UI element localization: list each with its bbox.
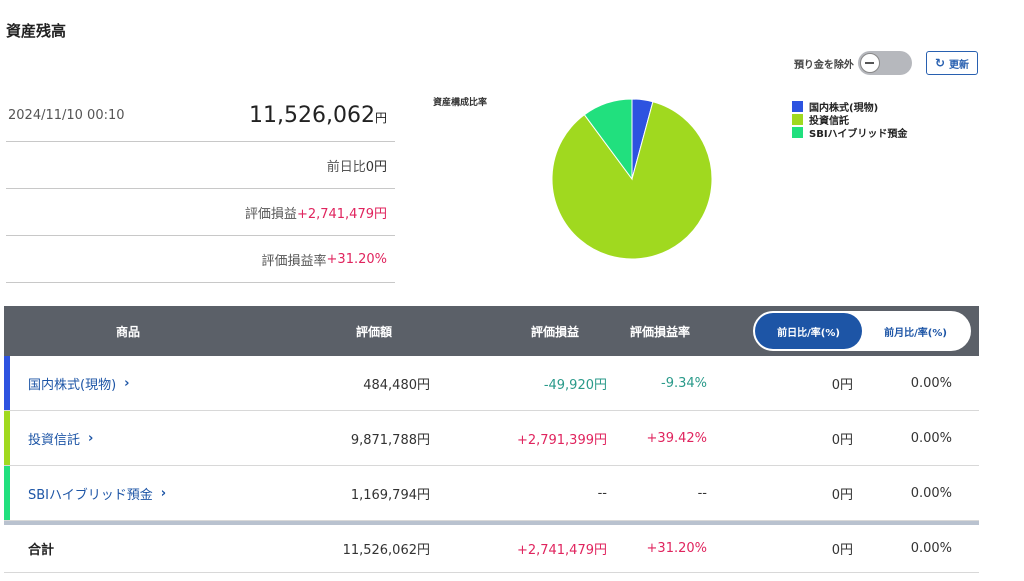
chevron-right-icon: › (124, 375, 130, 391)
row-name-link[interactable]: SBIハイブリッド預金 › (28, 466, 166, 520)
total-value-unit: 円 (374, 111, 387, 125)
legend-label: 投資信託 (809, 116, 849, 127)
chevron-right-icon: › (160, 485, 167, 501)
row-pl: -49,920円 (543, 377, 607, 393)
summary-label: 評価損益率 (261, 253, 327, 269)
row-change: 0円 (831, 487, 853, 503)
summary-row-daychange: 前日比 0円 (6, 142, 395, 189)
legend-item: SBIハイブリッド預金 (792, 126, 908, 140)
total-pl: +2,741,479円 (516, 543, 607, 558)
summary-row-pl: 評価損益 +2,741,479円 (6, 189, 395, 236)
pie-slice-1 (551, 101, 713, 260)
summary-total-value: 11,526,062円 (249, 103, 387, 128)
toggle-knob (859, 53, 880, 73)
summary-total-row: 2024/11/10 00:10 11,526,062円 (6, 90, 395, 142)
legend-item: 投資信託 (792, 113, 907, 127)
header-product: 商品 (116, 324, 141, 339)
legend-swatch (792, 101, 803, 112)
row-pl-rate: -9.34% (661, 375, 707, 391)
legend-swatch (792, 127, 803, 138)
tab-daily-change[interactable]: 前日比/率(%) (755, 313, 862, 349)
legend-label: 国内株式(現物) (809, 103, 879, 114)
row-value: 1,169,794円 (350, 487, 430, 503)
row-change: 0円 (831, 432, 853, 448)
legend-label: SBIハイブリッド預金 (809, 129, 908, 140)
table-row: 国内株式(現物) › 484,480円 -49,920円 -9.34% 0円 0.… (4, 356, 979, 411)
total-value: 11,526,062円 (342, 543, 430, 558)
summary-value: +2,741,479円 (296, 206, 387, 222)
pie-chart (548, 95, 716, 263)
summary-value: +31.20% (326, 251, 387, 267)
row-change-rate: 0.00% (910, 430, 952, 446)
table-row: SBIハイブリッド預金 › 1,169,794円 -- -- 0円 0.00% (4, 466, 979, 521)
pie-legend: 国内株式(現物) 投資信託 SBIハイブリッド預金 (792, 100, 908, 140)
row-pl-rate: -- (697, 485, 707, 501)
total-label: 合計 (28, 543, 55, 558)
row-color-bar (4, 356, 10, 410)
row-change-rate: 0.00% (910, 375, 952, 391)
row-value: 484,480円 (363, 377, 430, 393)
comparison-toggle: 前日比/率(%) 前月比/率(%) (753, 311, 971, 351)
summary-label: 評価損益 (244, 206, 297, 222)
holdings-table: 商品 評価額 評価損益 評価損益率 前日比/率(%) 前月比/率(%) 国内株式… (4, 306, 979, 573)
summary-label: 前日比 (326, 159, 366, 175)
summary-table: 2024/11/10 00:10 11,526,062円 前日比 0円 評価損益… (6, 90, 395, 283)
row-name: 投資信託 (28, 432, 81, 448)
row-change: 0円 (831, 377, 853, 393)
row-name-link[interactable]: 投資信託 › (28, 411, 93, 465)
row-value: 9,871,788円 (350, 432, 430, 448)
row-color-bar (4, 466, 10, 520)
row-name: 国内株式(現物) (28, 377, 117, 393)
row-pl-rate: +39.42% (646, 430, 707, 446)
total-value-number: 11,526,062 (249, 103, 375, 128)
table-header: 商品 評価額 評価損益 評価損益率 前日比/率(%) 前月比/率(%) (4, 306, 979, 356)
header-value: 評価額 (356, 324, 393, 339)
pie-chart-svg (551, 98, 713, 260)
pie-chart-title: 資産構成比率 (433, 98, 488, 108)
refresh-button[interactable]: ↻ 更新 (925, 51, 978, 75)
pie-slice-2 (583, 98, 633, 181)
summary-value: 0円 (365, 159, 387, 175)
row-change-rate: 0.00% (910, 485, 952, 501)
row-name-link[interactable]: 国内株式(現物) › (28, 356, 130, 410)
row-name: SBIハイブリッド預金 (28, 487, 153, 503)
exclude-deposit-toggle[interactable] (857, 51, 912, 75)
row-pl: -- (597, 485, 607, 501)
row-pl: +2,791,399円 (516, 432, 607, 448)
header-pl-rate: 評価損益率 (630, 324, 691, 339)
refresh-icon: ↻ (934, 56, 945, 70)
exclude-deposit-label: 預り金を除外 (793, 59, 854, 71)
page-title: 資産残高 (6, 22, 67, 40)
legend-swatch (792, 114, 803, 125)
refresh-label: 更新 (949, 59, 969, 71)
legend-item: 国内株式(現物) (792, 100, 907, 114)
toolbar: 預り金を除外 ↻ 更新 (794, 51, 978, 75)
row-color-bar (4, 411, 10, 465)
table-row: 投資信託 › 9,871,788円 +2,791,399円 +39.42% 0円 … (4, 411, 979, 466)
total-change: 0円 (831, 543, 853, 558)
total-change-rate: 0.00% (910, 541, 952, 556)
table-total-row: 合計 11,526,062円 +2,741,479円 +31.20% 0円 0.… (4, 521, 979, 573)
chevron-right-icon: › (88, 430, 94, 446)
header-pl: 評価損益 (531, 324, 580, 339)
total-pl-rate: +31.20% (646, 541, 707, 556)
tab-monthly-change[interactable]: 前月比/率(%) (884, 327, 947, 339)
summary-row-pl-rate: 評価損益率 +31.20% (6, 236, 395, 283)
summary-datetime: 2024/11/10 00:10 (8, 108, 125, 123)
